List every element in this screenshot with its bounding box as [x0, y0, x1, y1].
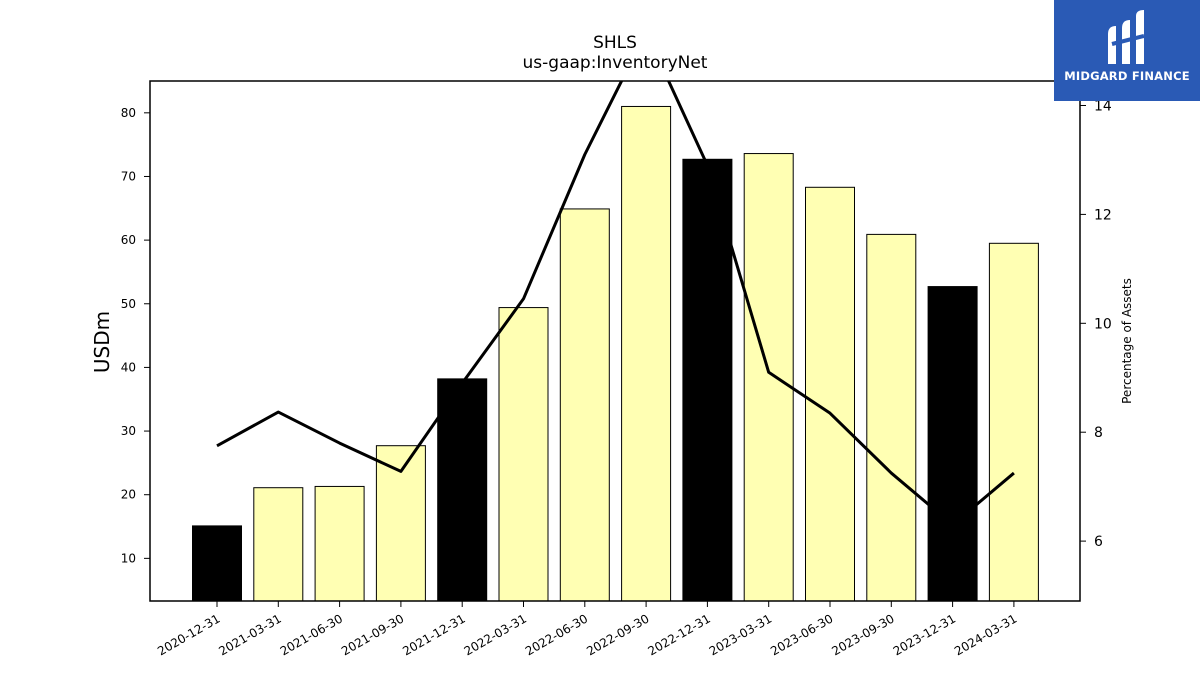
- y-tick-label: 20: [121, 488, 136, 502]
- bar: [988, 242, 1039, 602]
- bar: [805, 186, 855, 602]
- bar: [192, 525, 242, 602]
- chart-subtitle: us-gaap:InventoryNet: [523, 53, 708, 73]
- x-axis: 2020-12-312021-03-312021-06-302021-09-30…: [155, 601, 1019, 658]
- logo-mark-icon: [1108, 10, 1145, 64]
- x-tick-label: 2021-06-30: [278, 611, 345, 658]
- bar: [253, 487, 304, 602]
- y-tick-label: 40: [121, 360, 136, 374]
- y2-tick-label: 8: [1094, 425, 1103, 441]
- x-tick-label: 2022-03-31: [462, 611, 529, 658]
- bar: [743, 153, 794, 602]
- bar: [498, 307, 549, 602]
- bar: [682, 158, 733, 602]
- secondary-y-axis: 6 8 10 12 14: [1080, 99, 1112, 550]
- y2-tick-label: 10: [1094, 316, 1112, 332]
- bar: [927, 286, 978, 602]
- x-tick-label: 2023-03-31: [707, 611, 774, 658]
- bar: [437, 378, 488, 602]
- y-axis: 10 20 30 40 50 60 70 80: [121, 106, 150, 565]
- x-tick-label: 2023-06-30: [768, 611, 835, 658]
- bar: [559, 208, 610, 602]
- y2-tick-label: 12: [1094, 207, 1112, 223]
- secondary-y-axis-label: Percentage of Assets: [1120, 278, 1134, 404]
- line-layer: [216, 81, 1015, 527]
- x-tick-label: 2022-06-30: [523, 611, 590, 658]
- x-tick-label: 2023-09-30: [829, 611, 896, 658]
- y-tick-label: 60: [121, 233, 136, 247]
- y-tick-label: 10: [121, 551, 136, 565]
- bar: [621, 105, 672, 602]
- chart-title: SHLS: [593, 33, 637, 53]
- y2-tick-label: 6: [1094, 534, 1103, 550]
- y-tick-label: 50: [121, 297, 136, 311]
- x-tick-label: 2024-03-31: [952, 611, 1019, 658]
- y-tick-label: 80: [121, 106, 136, 120]
- y-axis-label: USDm: [90, 311, 114, 373]
- x-tick-label: 2022-09-30: [584, 611, 651, 658]
- midgard-finance-logo: MIDGARD FINANCE: [1054, 0, 1200, 101]
- x-tick-label: 2021-03-31: [216, 611, 283, 658]
- x-tick-label: 2021-09-30: [339, 611, 406, 658]
- bar: [866, 233, 917, 602]
- x-tick-label: 2020-12-31: [155, 611, 222, 658]
- y-tick-label: 30: [121, 424, 136, 438]
- logo-text: MIDGARD FINANCE: [1064, 69, 1190, 83]
- x-tick-label: 2023-12-31: [891, 611, 958, 658]
- bars-layer: [192, 105, 1039, 602]
- y2-tick-label: 14: [1094, 99, 1112, 115]
- x-tick-label: 2021-12-31: [400, 611, 467, 658]
- x-tick-label: 2022-12-31: [645, 611, 712, 658]
- percentage-of-assets-line: [216, 81, 1015, 527]
- bar: [314, 485, 365, 602]
- y-tick-label: 70: [121, 169, 136, 183]
- plot-frame: [149, 80, 1081, 602]
